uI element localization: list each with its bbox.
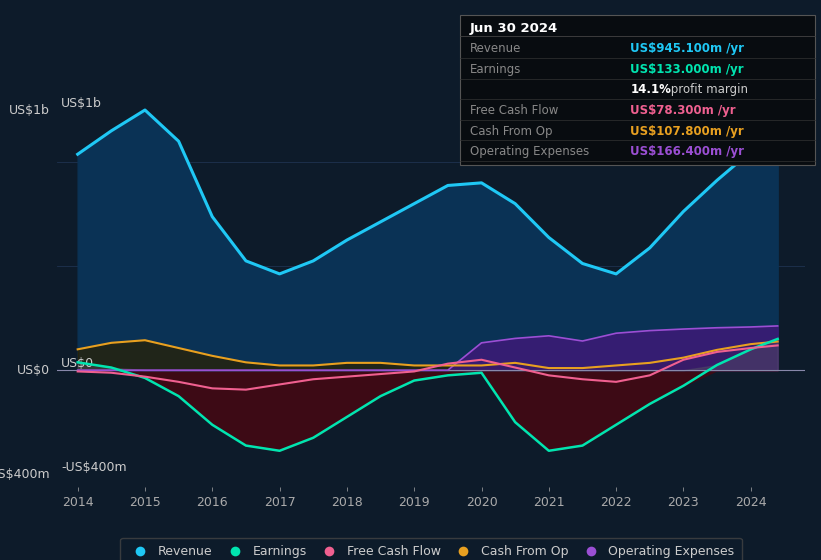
Text: 14.1%: 14.1% xyxy=(631,83,672,96)
Text: US$133.000m /yr: US$133.000m /yr xyxy=(631,63,744,76)
Text: -US$400m: -US$400m xyxy=(62,461,126,474)
Legend: Revenue, Earnings, Free Cash Flow, Cash From Op, Operating Expenses: Revenue, Earnings, Free Cash Flow, Cash … xyxy=(120,538,742,560)
Text: Operating Expenses: Operating Expenses xyxy=(470,145,589,158)
Text: US$0: US$0 xyxy=(17,363,50,377)
Point xyxy=(771,139,784,148)
Text: Jun 30 2024: Jun 30 2024 xyxy=(470,22,558,35)
Text: Cash From Op: Cash From Op xyxy=(470,124,553,138)
Text: US$107.800m /yr: US$107.800m /yr xyxy=(631,124,744,138)
Text: US$78.300m /yr: US$78.300m /yr xyxy=(631,104,736,117)
Text: US$945.100m /yr: US$945.100m /yr xyxy=(631,43,745,55)
Text: US$1b: US$1b xyxy=(9,104,50,116)
Text: Revenue: Revenue xyxy=(470,43,521,55)
Text: US$1b: US$1b xyxy=(62,97,102,110)
Text: profit margin: profit margin xyxy=(667,83,749,96)
Text: US$0: US$0 xyxy=(62,357,94,370)
Text: Free Cash Flow: Free Cash Flow xyxy=(470,104,558,117)
Text: US$166.400m /yr: US$166.400m /yr xyxy=(631,145,745,158)
Text: Earnings: Earnings xyxy=(470,63,521,76)
Text: -US$400m: -US$400m xyxy=(0,468,50,480)
